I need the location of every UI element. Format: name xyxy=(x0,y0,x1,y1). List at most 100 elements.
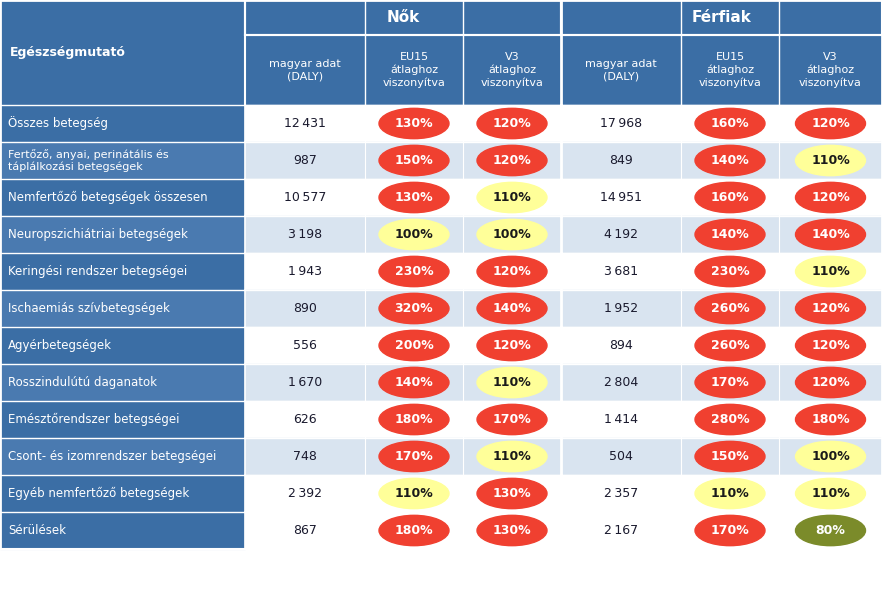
Ellipse shape xyxy=(695,404,765,435)
Bar xyxy=(0,290,245,327)
Bar xyxy=(681,327,779,364)
Ellipse shape xyxy=(796,478,865,509)
Ellipse shape xyxy=(796,441,865,472)
Bar xyxy=(779,475,882,512)
Text: EU15
átlaghoz
viszonyítva: EU15 átlaghoz viszonyítva xyxy=(383,52,445,88)
Bar xyxy=(245,364,365,401)
Text: 160%: 160% xyxy=(711,191,750,204)
Bar xyxy=(561,105,681,142)
Text: Sérülések: Sérülések xyxy=(8,524,66,537)
Ellipse shape xyxy=(695,108,765,139)
Ellipse shape xyxy=(695,478,765,509)
Text: Keringési rendszer betegségei: Keringési rendszer betegségei xyxy=(8,265,187,278)
Bar xyxy=(779,290,882,327)
Ellipse shape xyxy=(477,293,547,324)
Text: 180%: 180% xyxy=(394,413,433,426)
Bar xyxy=(463,475,561,512)
Text: Ischaemiás szívbetegségek: Ischaemiás szívbetegségek xyxy=(8,302,170,315)
Ellipse shape xyxy=(796,108,865,139)
Bar xyxy=(0,512,245,549)
Bar xyxy=(561,512,681,549)
Text: 1 952: 1 952 xyxy=(604,302,638,315)
Text: Nők: Nők xyxy=(386,10,420,25)
Ellipse shape xyxy=(796,404,865,435)
Bar xyxy=(681,438,779,475)
Ellipse shape xyxy=(796,219,865,250)
Ellipse shape xyxy=(695,145,765,176)
Text: 110%: 110% xyxy=(811,154,850,167)
Bar xyxy=(245,438,365,475)
Bar xyxy=(365,401,463,438)
Bar xyxy=(779,327,882,364)
Bar xyxy=(463,327,561,364)
Ellipse shape xyxy=(477,182,547,213)
Text: Emésztőrendszer betegségei: Emésztőrendszer betegségei xyxy=(8,413,180,426)
Bar xyxy=(365,105,463,142)
Text: 110%: 110% xyxy=(711,487,750,500)
Ellipse shape xyxy=(796,145,865,176)
Bar xyxy=(561,253,681,290)
Bar xyxy=(463,179,561,216)
Text: 100%: 100% xyxy=(811,450,850,463)
Text: 170%: 170% xyxy=(493,413,531,426)
Bar xyxy=(463,290,561,327)
Bar xyxy=(463,105,561,142)
Bar xyxy=(245,290,365,327)
Text: 17 968: 17 968 xyxy=(600,117,642,130)
Text: 890: 890 xyxy=(293,302,317,315)
Bar xyxy=(681,290,779,327)
Ellipse shape xyxy=(379,219,449,250)
Text: 556: 556 xyxy=(293,339,317,352)
Ellipse shape xyxy=(796,293,865,324)
Text: 14 951: 14 951 xyxy=(600,191,642,204)
Bar xyxy=(681,216,779,253)
Text: Fertőző, anyai, perinátális és
táplálkozási betegségek: Fertőző, anyai, perinátális és táplálkoz… xyxy=(8,149,168,172)
Text: 110%: 110% xyxy=(394,487,433,500)
Ellipse shape xyxy=(695,182,765,213)
Ellipse shape xyxy=(477,256,547,287)
Text: Összes betegség: Összes betegség xyxy=(8,117,108,130)
Bar xyxy=(681,401,779,438)
Text: 110%: 110% xyxy=(811,265,850,278)
Bar xyxy=(0,475,245,512)
Bar xyxy=(0,438,245,475)
Text: 3 681: 3 681 xyxy=(604,265,638,278)
Text: EU15
átlaghoz
viszonyítva: EU15 átlaghoz viszonyítva xyxy=(699,52,761,88)
Ellipse shape xyxy=(796,256,865,287)
Text: 867: 867 xyxy=(293,524,317,537)
Ellipse shape xyxy=(477,108,547,139)
Bar xyxy=(561,401,681,438)
Bar xyxy=(365,327,463,364)
Ellipse shape xyxy=(379,367,449,398)
Bar xyxy=(245,327,365,364)
Text: 10 577: 10 577 xyxy=(284,191,326,204)
Text: 180%: 180% xyxy=(811,413,850,426)
Bar xyxy=(463,216,561,253)
Text: 150%: 150% xyxy=(711,450,750,463)
Ellipse shape xyxy=(379,330,449,361)
Bar xyxy=(0,216,245,253)
Text: 140%: 140% xyxy=(811,228,850,241)
Bar xyxy=(245,401,365,438)
Ellipse shape xyxy=(379,404,449,435)
Text: 110%: 110% xyxy=(493,450,531,463)
Bar xyxy=(681,179,779,216)
Text: 120%: 120% xyxy=(493,154,531,167)
Text: 260%: 260% xyxy=(711,339,750,352)
Ellipse shape xyxy=(695,256,765,287)
Bar xyxy=(365,142,463,179)
Text: V3
átlaghoz
viszonyítva: V3 átlaghoz viszonyítva xyxy=(799,52,862,88)
Text: 200%: 200% xyxy=(394,339,433,352)
Text: 120%: 120% xyxy=(811,191,850,204)
Bar xyxy=(245,253,365,290)
Bar xyxy=(463,142,561,179)
Bar xyxy=(681,105,779,142)
Ellipse shape xyxy=(379,256,449,287)
Ellipse shape xyxy=(796,367,865,398)
Bar xyxy=(779,512,882,549)
Bar xyxy=(681,475,779,512)
Text: 4 192: 4 192 xyxy=(604,228,638,241)
Bar xyxy=(779,216,882,253)
Text: Agyérbetegségek: Agyérbetegségek xyxy=(8,339,112,352)
Bar xyxy=(779,364,882,401)
